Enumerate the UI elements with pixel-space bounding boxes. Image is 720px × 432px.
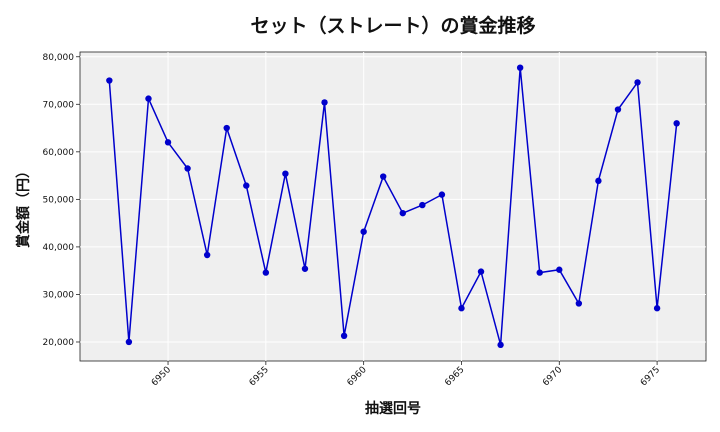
data-point <box>516 64 524 71</box>
data-point <box>419 201 426 209</box>
data-point <box>634 79 641 86</box>
data-point <box>438 191 446 198</box>
y-tick-label: 80,000 <box>43 53 75 63</box>
data-point <box>399 209 406 217</box>
y-tick-label: 70,000 <box>43 100 75 110</box>
y-axis-label: 賞金額（円） <box>15 164 32 248</box>
x-tick-label: 6965 <box>443 365 466 388</box>
data-point <box>595 177 602 185</box>
y-axis-ticks: 20,000 30,000 40,000 50,000 60,000 70,000 80,0… <box>43 53 80 348</box>
data-point <box>321 99 328 106</box>
data-point <box>125 338 133 346</box>
data-point <box>477 268 485 275</box>
x-tick-label: 6955 <box>248 365 271 388</box>
y-tick-label: 20,000 <box>43 338 75 348</box>
data-point <box>380 173 387 180</box>
data-point <box>243 182 250 189</box>
x-tick-label: 6960 <box>346 365 369 388</box>
data-point <box>106 77 113 84</box>
series-line <box>108 67 678 345</box>
data-point <box>262 269 270 276</box>
data-point <box>653 305 661 312</box>
x-axis-label: 抽選回号 <box>365 400 421 417</box>
data-point <box>556 266 563 273</box>
data-point <box>164 139 172 146</box>
data-point <box>614 106 622 113</box>
x-tick-label: 6975 <box>639 365 662 388</box>
data-point <box>360 228 367 235</box>
x-tick-label: 6970 <box>541 365 564 388</box>
data-point <box>301 265 309 272</box>
series-line-group <box>106 64 680 349</box>
y-tick-label: 50,000 <box>43 195 75 205</box>
x-tick-label: 6950 <box>150 365 173 388</box>
data-point <box>223 124 230 132</box>
data-point <box>536 269 543 276</box>
data-point <box>673 120 680 127</box>
data-point <box>282 170 289 177</box>
data-point <box>184 165 191 172</box>
y-tick-label: 60,000 <box>43 148 75 158</box>
chart-title: セット（ストレート）の賞金推移 <box>250 14 535 37</box>
data-point <box>575 300 583 307</box>
y-tick-label: 40,000 <box>43 243 75 253</box>
data-point <box>458 305 465 312</box>
data-point <box>340 332 348 340</box>
y-tick-label: 30,000 <box>43 290 75 300</box>
x-axis-ticks: 6950 6955 6960 6965 6970 6975 <box>150 361 662 388</box>
data-point <box>203 251 211 259</box>
data-point <box>497 341 504 349</box>
plot-area <box>79 51 707 362</box>
data-point <box>145 95 152 102</box>
